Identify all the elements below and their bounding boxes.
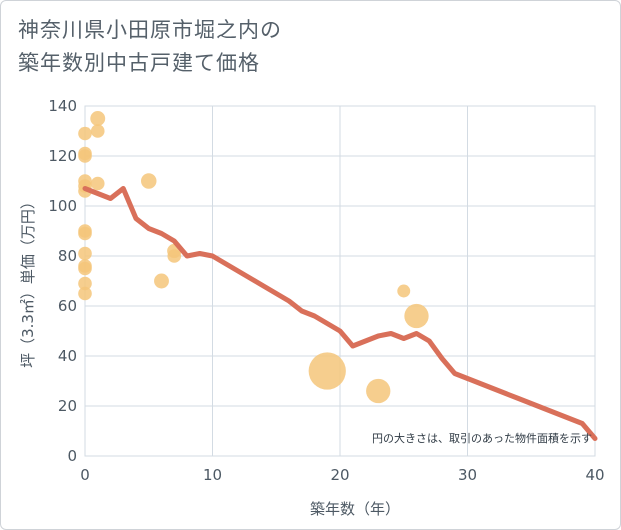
- y-tick-label-7: 140: [48, 97, 77, 115]
- y-tick-label-6: 120: [48, 147, 77, 165]
- data-point-23: [404, 303, 429, 329]
- x-tick-label-1: 10: [203, 466, 222, 484]
- data-point-22: [397, 284, 411, 298]
- x-tick-label-2: 20: [330, 466, 349, 484]
- grid-lines: [84, 105, 596, 457]
- x-tick-label-0: 0: [80, 466, 90, 484]
- chart-title-line-2: 築年数別中古戸建て価格: [18, 51, 260, 75]
- data-point-2: [78, 149, 92, 163]
- chart-title-line-1: 神奈川県小田原市堀之内の: [18, 18, 282, 42]
- size-annotation: 円の大きさは、取引のあった物件面積を示す: [372, 431, 592, 445]
- y-axis-ticks: 0 20 40 60 80 100 120 140: [48, 97, 77, 465]
- data-point-16: [140, 173, 157, 189]
- data-point-10: [78, 261, 92, 276]
- y-tick-label-0: 0: [67, 447, 77, 465]
- x-tick-label-3: 30: [458, 466, 477, 484]
- y-tick-label-1: 20: [58, 397, 77, 415]
- x-tick-label-4: 40: [585, 466, 604, 484]
- y-tick-label-2: 40: [58, 347, 77, 365]
- chart-title: 神奈川県小田原市堀之内の 築年数別中古戸建て価格: [18, 14, 282, 80]
- data-point-21: [366, 378, 391, 404]
- data-point-12: [78, 286, 92, 301]
- y-tick-label-3: 60: [58, 297, 77, 315]
- x-axis-label: 築年数（年）: [310, 500, 400, 518]
- data-point-17: [154, 273, 169, 289]
- data-point-7: [78, 226, 92, 241]
- data-point-8: [78, 246, 92, 261]
- data-point-11: [78, 276, 92, 291]
- trend-series: [82, 186, 598, 441]
- y-axis-label: 坪（3.3㎡）単価（万円）: [19, 194, 37, 368]
- trend-line: [82, 186, 598, 441]
- data-point-13: [90, 111, 106, 126]
- data-point-19: [167, 249, 182, 263]
- x-axis-ticks: 0 10 20 30 40: [80, 466, 604, 484]
- data-point-20: [308, 352, 346, 390]
- y-tick-label-5: 100: [48, 197, 77, 215]
- bubble-series: [78, 111, 429, 404]
- data-point-15: [90, 176, 105, 191]
- data-point-14: [90, 124, 105, 138]
- y-tick-label-4: 80: [58, 247, 77, 265]
- data-point-0: [78, 126, 92, 141]
